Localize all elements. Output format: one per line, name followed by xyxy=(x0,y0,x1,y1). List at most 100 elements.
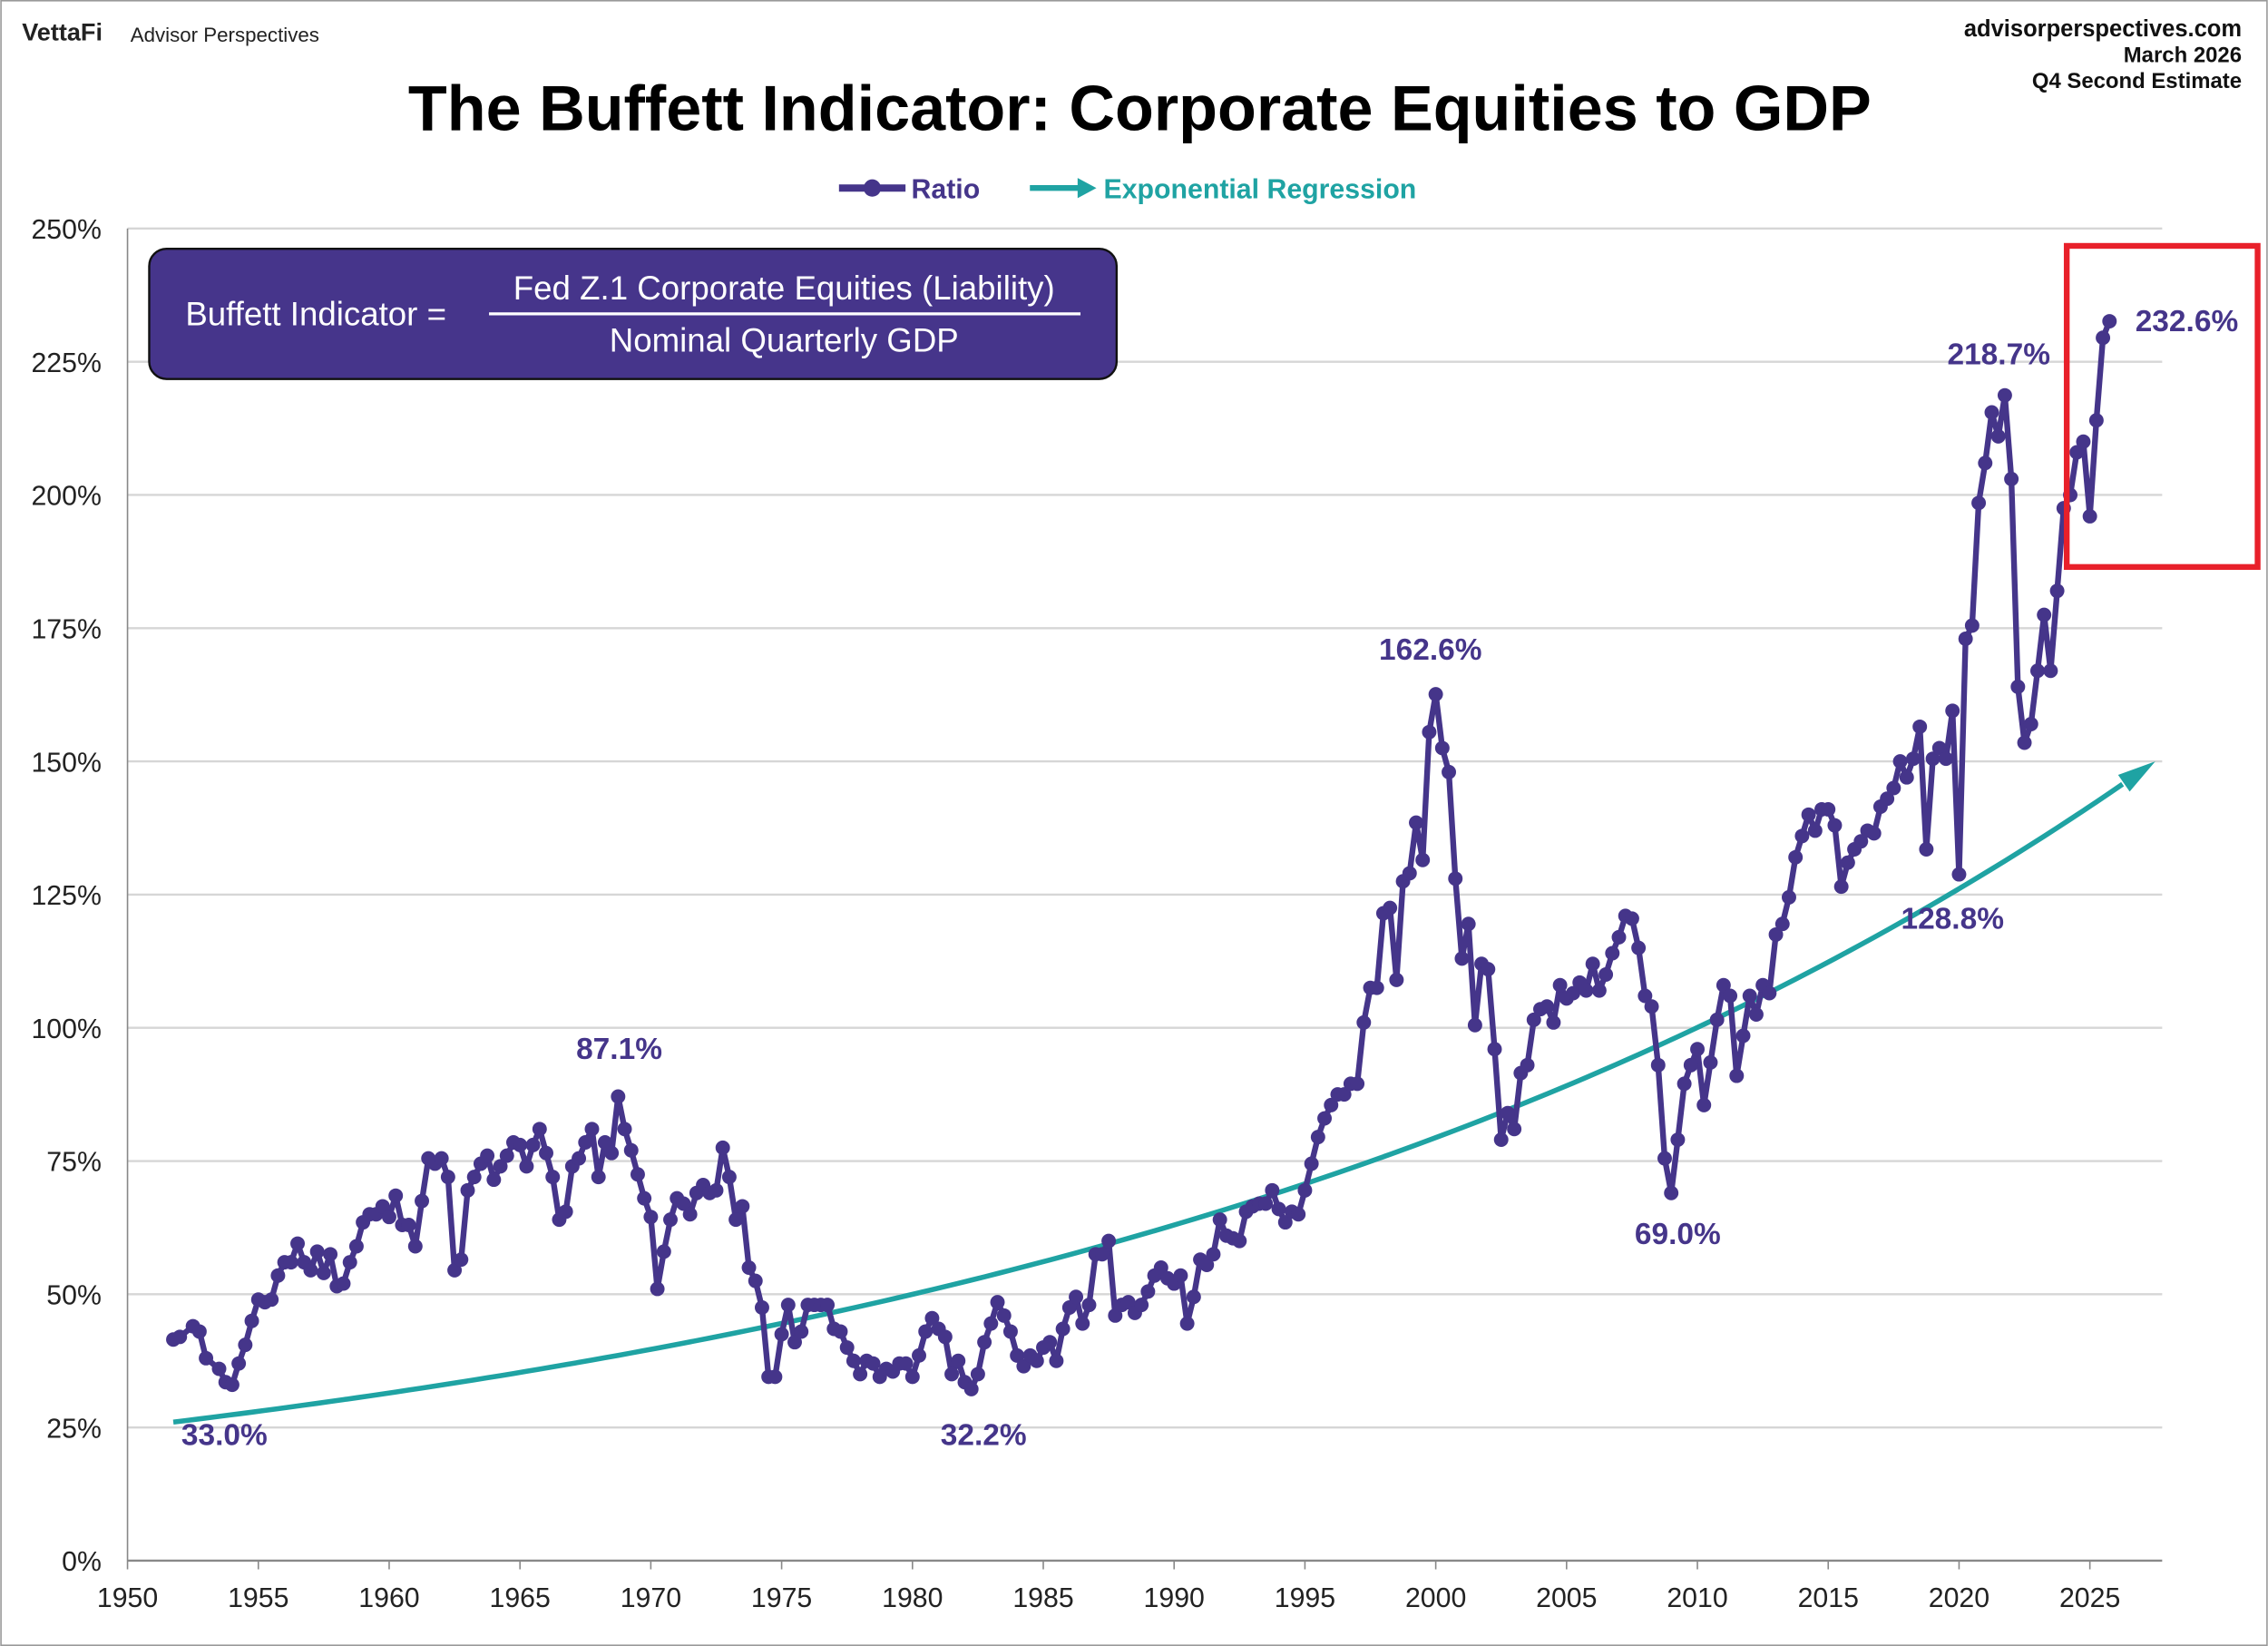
ratio-point xyxy=(1624,911,1639,926)
ratio-point xyxy=(748,1273,763,1288)
ratio-point xyxy=(1081,1298,1097,1313)
x-tick-label: 1950 xyxy=(97,1583,158,1613)
x-tick-label: 2020 xyxy=(1929,1583,1989,1613)
ratio-point xyxy=(264,1292,279,1308)
x-tick-label: 2015 xyxy=(1798,1583,1859,1613)
ratio-point xyxy=(1232,1233,1247,1249)
ratio-point xyxy=(2049,583,2065,599)
site-url[interactable]: advisorperspectives.com xyxy=(1964,16,2242,42)
ratio-point xyxy=(1650,1057,1666,1073)
ratio-point xyxy=(348,1239,364,1254)
ratio-point xyxy=(1520,1057,1535,1073)
ratio-point xyxy=(2017,735,2032,750)
ratio-point xyxy=(1827,818,1843,833)
ratio-point xyxy=(1729,1068,1745,1083)
legend-ratio-label: Ratio xyxy=(912,174,981,204)
ratio-point xyxy=(2088,413,2104,428)
ratio-point xyxy=(172,1329,188,1345)
y-tick-label: 150% xyxy=(31,748,101,778)
ratio-point xyxy=(1774,916,1790,932)
ratio-point xyxy=(460,1182,475,1198)
ratio-point xyxy=(1794,828,1810,844)
ratio-point xyxy=(1173,1268,1188,1283)
ratio-point xyxy=(650,1281,665,1297)
ratio-point xyxy=(1906,751,1921,767)
ratio-point xyxy=(415,1193,429,1209)
ratio-point xyxy=(970,1367,985,1382)
ratio-point xyxy=(1258,1196,1274,1211)
legend-regression[interactable]: Exponential Regression xyxy=(1030,174,1416,204)
ratio-point xyxy=(1069,1289,1084,1305)
ratio-point xyxy=(1971,495,1987,511)
ratio-point xyxy=(2082,508,2097,524)
ratio-point xyxy=(1742,988,1757,1004)
ratio-point xyxy=(1010,1347,1025,1363)
ratio-point xyxy=(1526,1012,1541,1027)
ratio-point xyxy=(774,1327,789,1342)
ratio-point xyxy=(1265,1182,1280,1198)
ratio-point xyxy=(283,1255,298,1270)
ratio-point xyxy=(912,1347,926,1363)
ratio-point xyxy=(741,1260,757,1275)
legend-regression-label: Exponential Regression xyxy=(1104,174,1417,204)
ratio-point xyxy=(1356,1014,1372,1030)
ratio-point xyxy=(191,1324,207,1339)
legend-ratio[interactable]: Ratio xyxy=(838,174,981,204)
ratio-point xyxy=(1579,983,1594,998)
ratio-point xyxy=(709,1182,724,1198)
ratio-point xyxy=(1507,1122,1522,1137)
y-tick-label: 125% xyxy=(31,881,101,911)
regression-arrowhead xyxy=(2117,761,2156,792)
ratio-point xyxy=(375,1199,390,1214)
ratio-point xyxy=(1140,1284,1156,1299)
x-tick-label: 1960 xyxy=(358,1583,419,1613)
ratio-point xyxy=(630,1167,645,1182)
ratio-point xyxy=(401,1218,416,1232)
ratio-point xyxy=(1487,1042,1502,1057)
ratio-point xyxy=(1709,1012,1725,1027)
ratio-point xyxy=(323,1247,338,1262)
ratio-point xyxy=(604,1145,620,1161)
ratio-point xyxy=(224,1377,240,1393)
ratio-point xyxy=(270,1268,286,1283)
ratio-point xyxy=(238,1337,253,1353)
ratio-point xyxy=(578,1135,593,1150)
ratio-point xyxy=(2043,663,2058,679)
ratio-point xyxy=(1153,1260,1168,1275)
ratio-point xyxy=(898,1356,914,1371)
ratio-point xyxy=(290,1236,305,1251)
ratio-point xyxy=(1801,807,1816,822)
ratio-point xyxy=(2102,314,2117,329)
advisor-perspectives-logo: Advisor Perspectives xyxy=(131,24,319,46)
ratio-point xyxy=(1997,387,2012,403)
ratio-point xyxy=(951,1353,966,1368)
ratio-point xyxy=(1350,1076,1365,1092)
ratio-point xyxy=(486,1172,502,1188)
x-tick-label: 1985 xyxy=(1012,1583,1073,1613)
regression-line xyxy=(172,781,2125,1426)
ratio-point xyxy=(1448,871,1463,887)
ratio-point xyxy=(2076,434,2091,449)
ratio-point xyxy=(1670,1132,1686,1148)
ratio-point xyxy=(865,1356,881,1371)
ratio-point xyxy=(1964,618,1980,633)
ratio-point xyxy=(839,1340,855,1356)
ratio-point xyxy=(382,1210,396,1225)
x-tick-label: 1965 xyxy=(490,1583,551,1613)
ratio-point xyxy=(2029,663,2045,679)
ratio-point xyxy=(918,1324,934,1339)
ratio-point xyxy=(1644,999,1659,1014)
ratio-point xyxy=(303,1262,318,1278)
ratio-point xyxy=(1212,1212,1227,1228)
ratio-point xyxy=(1984,405,1999,420)
ratio-point xyxy=(1631,940,1647,955)
ratio-point xyxy=(1912,719,1928,734)
ratio-point xyxy=(1383,900,1398,916)
ratio-point xyxy=(1055,1321,1070,1337)
ratio-point xyxy=(904,1369,920,1385)
ratio-point xyxy=(1958,632,1973,646)
ratio-point xyxy=(1939,751,1953,767)
ratio-point xyxy=(1880,791,1895,807)
ratio-point xyxy=(1762,985,1777,1001)
ratio-point xyxy=(1637,988,1653,1004)
